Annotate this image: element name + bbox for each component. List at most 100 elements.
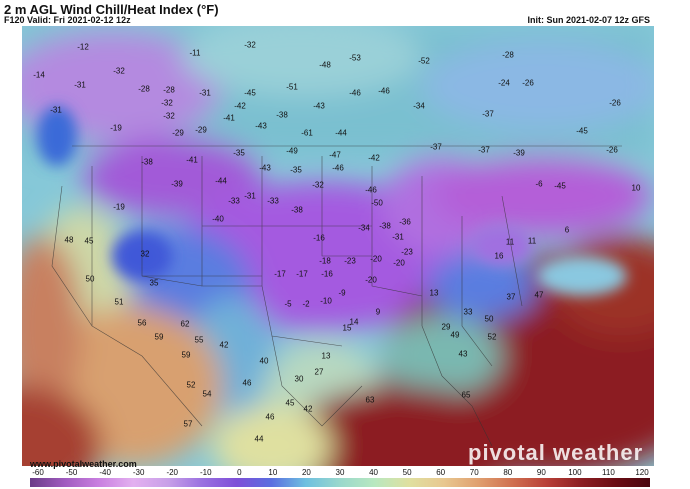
colorbar [30, 478, 650, 487]
temperature-label: -31 [50, 105, 62, 115]
temperature-label: -34 [358, 223, 370, 233]
temperature-label: -6 [535, 179, 543, 189]
temperature-label: -33 [267, 196, 279, 206]
temperature-label: -41 [223, 113, 235, 123]
temperature-label: 56 [137, 318, 147, 328]
temperature-label: -39 [513, 148, 525, 158]
temperature-label: 30 [294, 374, 304, 384]
temperature-label: -42 [368, 153, 380, 163]
temperature-label: -50 [371, 198, 383, 208]
temperature-label: -33 [228, 196, 240, 206]
temperature-label: -43 [255, 121, 267, 131]
temperature-label: -5 [284, 299, 292, 309]
temperature-label: 55 [194, 335, 204, 345]
temperature-label: 40 [259, 356, 269, 366]
temperature-label: -26 [606, 145, 618, 155]
temperature-label: 48 [64, 235, 74, 245]
temperature-label: -17 [274, 269, 286, 279]
temperature-label: 13 [429, 288, 439, 298]
temperature-label: -47 [329, 150, 341, 160]
colorbar-tick-label: 0 [237, 468, 242, 477]
map-header: 2 m AGL Wind Chill/Heat Index (°F) F120 … [0, 0, 690, 26]
brand-watermark: pivotal weather [468, 440, 644, 465]
temperature-label: -35 [233, 148, 245, 158]
temperature-label: 46 [265, 412, 275, 422]
temperature-label: -36 [399, 217, 411, 227]
temperature-label: -19 [113, 202, 125, 212]
temperature-label: -28 [163, 85, 175, 95]
temperature-label: -46 [365, 185, 377, 195]
colorbar-tick-label: 120 [635, 468, 649, 477]
temperature-label: -11 [189, 48, 201, 58]
temperature-label: 37 [506, 292, 516, 302]
temperature-label: -38 [276, 110, 288, 120]
temperature-label: 46 [242, 378, 252, 388]
temperature-label: -43 [259, 163, 271, 173]
colorbar-tick-label: -10 [199, 468, 212, 477]
colorbar-tick-label: 80 [503, 468, 513, 477]
temperature-label: 6 [564, 225, 570, 235]
temperature-label: -39 [171, 179, 183, 189]
temperature-label: -28 [138, 84, 150, 94]
site-url[interactable]: www.pivotalweather.com [30, 459, 137, 469]
colorbar-tick-label: 30 [335, 468, 345, 477]
temperature-label: 33 [463, 307, 473, 317]
temperature-label: 59 [154, 332, 164, 342]
temperature-label: -46 [378, 86, 390, 96]
temperature-label: -31 [199, 88, 211, 98]
temperature-label: -28 [502, 50, 514, 60]
temperature-label: 11 [527, 236, 537, 246]
temperature-label: 29 [441, 322, 451, 332]
colorbar-tick-label: 20 [301, 468, 311, 477]
temperature-label: -38 [379, 221, 391, 231]
temperature-label: -17 [296, 269, 308, 279]
temperature-label: -45 [576, 126, 588, 136]
temperature-label: 14 [349, 317, 359, 327]
temperature-label: -31 [392, 232, 404, 242]
temperature-label: 59 [181, 350, 191, 360]
temperature-label: 35 [149, 278, 159, 288]
temperature-label: -31 [244, 191, 256, 201]
temperature-label: -45 [244, 88, 256, 98]
temperature-label: -34 [413, 101, 425, 111]
temperature-label: -32 [244, 40, 256, 50]
temperature-label: -44 [215, 176, 227, 186]
temperature-label: -61 [301, 128, 313, 138]
map-title: 2 m AGL Wind Chill/Heat Index (°F) [4, 2, 219, 17]
temperature-label: 65 [461, 390, 471, 400]
temperature-label: -10 [320, 296, 332, 306]
temperature-label: -16 [321, 269, 333, 279]
colorbar-tick-label: 40 [369, 468, 378, 477]
temperature-label: 32 [140, 249, 150, 259]
temperature-label: -26 [522, 78, 534, 88]
temperature-label: 11 [505, 237, 515, 247]
temperature-label: -48 [319, 60, 331, 70]
colorbar-tick-label: -20 [166, 468, 178, 477]
colorbar-tick-label: 110 [602, 468, 615, 477]
colorbar-tick-label: -30 [132, 468, 145, 477]
temperature-label: -35 [290, 165, 302, 175]
temperature-label: -46 [332, 163, 344, 173]
temperature-label: 47 [534, 290, 544, 300]
temperature-label: 50 [484, 314, 494, 324]
temperature-label: 43 [458, 349, 468, 359]
colorbar-tick-label: -40 [99, 468, 111, 477]
temperature-label: 45 [285, 398, 295, 408]
temperature-label: 16 [494, 251, 504, 261]
colorbar-tick-label: 70 [469, 468, 479, 477]
init-time: Init: Sun 2021-02-07 12z GFS [527, 15, 650, 25]
temperature-label: -20 [393, 258, 405, 268]
temperature-label: -42 [234, 101, 246, 111]
temperature-label: 13 [321, 351, 331, 361]
temperature-label: -2 [302, 299, 310, 309]
colorbar-tick-label: 60 [436, 468, 446, 477]
temperature-label: -44 [335, 128, 347, 138]
temperature-label: 27 [314, 367, 324, 377]
temperature-label: -40 [212, 214, 224, 224]
colorbar-tick-label: 10 [268, 468, 278, 477]
colorbar-tick-label: 90 [536, 468, 546, 477]
weather-map[interactable]: -12 -14 -32 -11 -32 -48 -53 -52 -28 -31 -28 -28 -31-… [22, 26, 654, 466]
temperature-label: -20 [365, 275, 377, 285]
temperature-label: -19 [110, 123, 122, 133]
temperature-label: -51 [286, 82, 298, 92]
